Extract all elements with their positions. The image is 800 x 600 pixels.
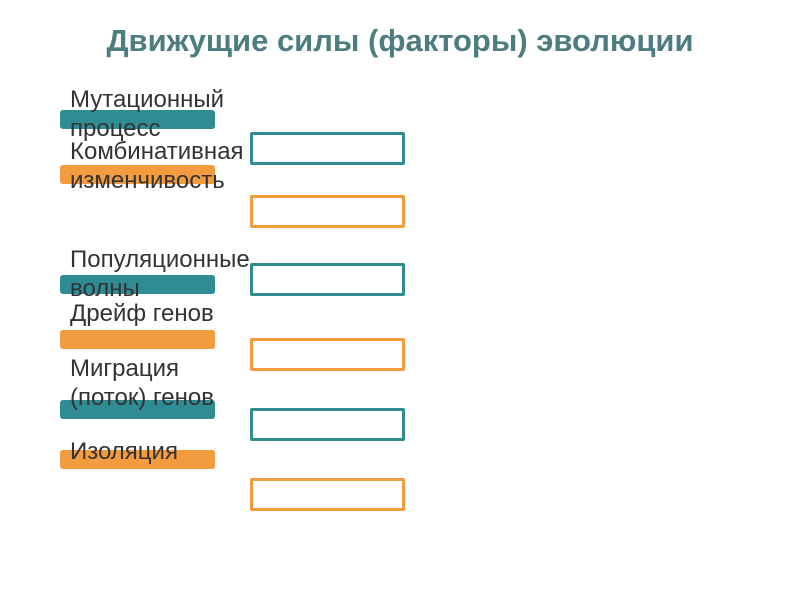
page-title: Движущие силы (факторы) эволюции [50,22,750,61]
box-0 [250,132,405,165]
box-2 [250,263,405,296]
label-1: Комбинативная изменчивость [70,138,250,196]
label-0: Мутационный процесс [70,86,250,144]
box-5 [250,478,405,511]
box-4 [250,408,405,441]
label-4: Миграция (поток) генов [70,355,250,413]
box-3 [250,338,405,371]
title-text: Движущие силы (факторы) эволюции [106,23,693,58]
label-2: Популяционные волны [70,246,250,304]
label-5: Изоляция [70,438,250,467]
bar-3 [60,330,215,349]
box-1 [250,195,405,228]
label-3: Дрейф генов [70,300,250,329]
